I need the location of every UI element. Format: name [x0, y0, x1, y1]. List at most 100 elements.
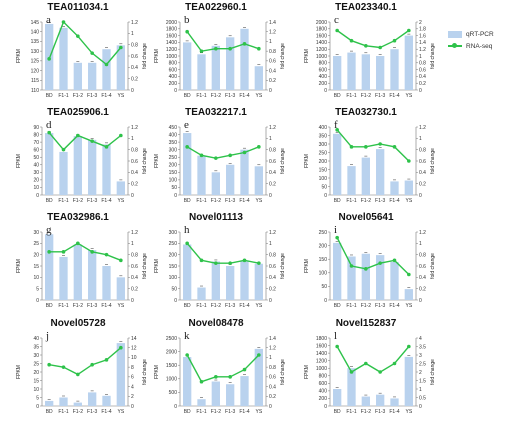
- y2-axis-label: fold change: [430, 148, 436, 174]
- y-tick-label: 1800: [316, 27, 327, 33]
- y2-tick-label: 1.2: [269, 230, 276, 236]
- y2-tick-label: 2: [419, 370, 422, 376]
- y-axis-label: FPKM: [154, 49, 160, 63]
- x-tick-label: YS: [255, 198, 262, 204]
- y-tick-label: 400: [319, 389, 328, 395]
- bar: [73, 244, 82, 300]
- bar: [59, 256, 68, 300]
- chart-title: TEA022960.1: [185, 2, 247, 13]
- x-tick-label: BD: [334, 93, 341, 99]
- x-tick-label: F1-3: [225, 303, 236, 309]
- y2-tick-label: 0.2: [131, 76, 138, 82]
- y2-tick-label: 0.2: [269, 286, 276, 292]
- y2-tick-label: 4: [131, 384, 134, 390]
- y2-tick-label: 0.8: [269, 49, 276, 55]
- y2-tick-label: 0.4: [419, 275, 426, 281]
- y-tick-label: 50: [171, 286, 177, 292]
- y2-tick-label: 2.5: [419, 361, 426, 367]
- y-tick-label: 600: [319, 67, 328, 73]
- chart-title: TEA032730.1: [335, 107, 397, 118]
- bar: [183, 357, 192, 406]
- y-tick-label: 150: [169, 264, 178, 270]
- rna-seq-line: [186, 31, 260, 52]
- x-tick-label: BD: [46, 409, 53, 415]
- line-point: [407, 159, 411, 163]
- line-point: [349, 370, 354, 374]
- y-tick-label: 125: [31, 59, 40, 65]
- x-tick-label: F1-4: [239, 303, 250, 309]
- x-tick-label: F1-1: [58, 198, 69, 204]
- y-tick-label: 250: [169, 241, 178, 247]
- y-tick-label: 50: [321, 284, 327, 290]
- y-tick-label: 90: [33, 125, 39, 131]
- y2-tick-label: 0: [419, 298, 422, 304]
- panel-letter: j: [46, 330, 50, 342]
- line-point: [407, 272, 411, 277]
- x-tick-label: F1-1: [346, 93, 357, 99]
- y-tick-label: 200: [169, 81, 178, 87]
- rna-seq-line: [186, 146, 260, 159]
- y-tick-label: 100: [169, 275, 178, 281]
- x-tick-label: BD: [46, 93, 53, 99]
- line-point: [242, 150, 247, 155]
- chart-svg: 0 50 100 150 200 250 0 0.2 0.4 0.6 0.8 1 1.2 FPKM fold…: [304, 230, 436, 309]
- y2-tick-label: 1.2: [419, 47, 426, 53]
- x-tick-label: BD: [46, 198, 53, 204]
- bar: [347, 166, 356, 195]
- y2-tick-label: 1.8: [419, 27, 426, 33]
- y-axis-label: FPKM: [304, 365, 310, 379]
- chart-svg: 0 5 10 15 20 25 30 35 40 0 2 4 6 8 10 12 14 FPKM fold chan…: [16, 336, 148, 415]
- y-tick-label: 200: [169, 163, 178, 169]
- y-tick-label: 1200: [166, 47, 177, 53]
- bar: [333, 133, 342, 195]
- bar: [376, 255, 385, 300]
- y-tick-label: 10: [33, 185, 39, 191]
- y-axis-label: FPKM: [154, 154, 160, 168]
- bar: [102, 266, 111, 300]
- line-point: [407, 28, 411, 33]
- panel-letter: h: [184, 224, 190, 236]
- chart-svg: 0 500 1000 1500 2000 2500 0 0.2 0.4 0.6 0.8 1 1.2 1.4…: [154, 336, 286, 415]
- y2-tick-label: 1.2: [269, 30, 276, 36]
- panel-letter: c: [334, 14, 339, 26]
- bar: [197, 155, 206, 195]
- chart-panel-f: 0 50 100 150 200 250 300 350 400 0 0.2 0.4 0.6 0.8 1 1.…: [302, 107, 436, 212]
- chart-panel-i: 0 50 100 150 200 250 0 0.2 0.4 0.6 0.8 1 1.2 FPKM fold…: [302, 212, 436, 317]
- y2-tick-label: 0.2: [131, 181, 138, 187]
- y-tick-label: 800: [319, 374, 328, 380]
- y-tick-label: 350: [169, 140, 178, 146]
- legend-item-bars: qRT-PCR: [448, 28, 520, 40]
- y2-tick-label: 0.8: [419, 252, 426, 258]
- line-point: [335, 344, 339, 349]
- y2-tick-label: 0.8: [131, 42, 138, 48]
- x-tick-label: F1-2: [211, 303, 222, 309]
- y2-tick-label: 1.2: [131, 230, 138, 236]
- x-tick-label: BD: [334, 409, 341, 415]
- line-point: [104, 145, 109, 149]
- legend-bar-swatch: [448, 30, 462, 38]
- y-tick-label: 250: [319, 230, 328, 236]
- line-point: [335, 28, 339, 33]
- y2-tick-label: 0.6: [419, 159, 426, 165]
- y-tick-label: 0: [324, 88, 327, 94]
- bar: [73, 62, 82, 90]
- line-point: [47, 130, 51, 135]
- x-tick-label: F1-4: [101, 409, 112, 415]
- chart-panel-h: 0 50 100 150 200 250 300 0 0.2 0.4 0.6 0.8 1 1.2 FPKM f…: [152, 212, 286, 317]
- y2-axis-label: fold change: [142, 253, 148, 279]
- y2-tick-label: 0: [131, 404, 134, 410]
- line-point: [76, 34, 80, 38]
- x-tick-label: F1-1: [196, 409, 207, 415]
- line-point: [349, 264, 354, 268]
- y2-tick-label: 0.6: [269, 264, 276, 270]
- y2-tick-label: 0.6: [269, 159, 276, 165]
- y-tick-label: 15: [33, 378, 39, 384]
- y-tick-label: 1200: [316, 47, 327, 53]
- line-point: [119, 258, 123, 263]
- y-tick-label: 20: [33, 178, 39, 184]
- line-point: [228, 375, 232, 379]
- y2-tick-label: 3.5: [419, 344, 426, 350]
- y2-tick-label: 0.8: [131, 147, 138, 153]
- y-tick-label: 145: [31, 20, 40, 26]
- bar: [183, 42, 192, 90]
